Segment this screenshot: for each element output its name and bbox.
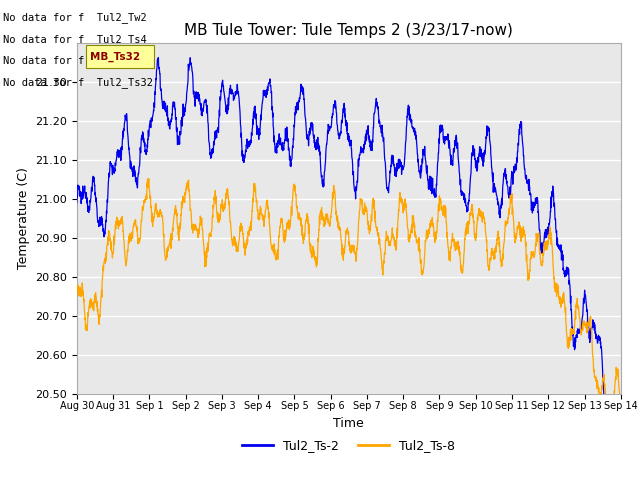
Text: MB_Ts32: MB_Ts32: [90, 51, 140, 62]
Legend: Tul2_Ts-2, Tul2_Ts-8: Tul2_Ts-2, Tul2_Ts-8: [237, 434, 460, 457]
Text: No data for f  Tul2_Ts4: No data for f Tul2_Ts4: [3, 34, 147, 45]
Y-axis label: Temperature (C): Temperature (C): [17, 168, 29, 269]
Text: No data for f  Tul2_Tw2: No data for f Tul2_Tw2: [3, 12, 147, 23]
Text: No data for f  Tul2_Ts32: No data for f Tul2_Ts32: [3, 77, 153, 88]
Title: MB Tule Tower: Tule Temps 2 (3/23/17-now): MB Tule Tower: Tule Temps 2 (3/23/17-now…: [184, 23, 513, 38]
Text: No data for f  Tul2_Ts16: No data for f Tul2_Ts16: [3, 55, 153, 66]
X-axis label: Time: Time: [333, 417, 364, 430]
